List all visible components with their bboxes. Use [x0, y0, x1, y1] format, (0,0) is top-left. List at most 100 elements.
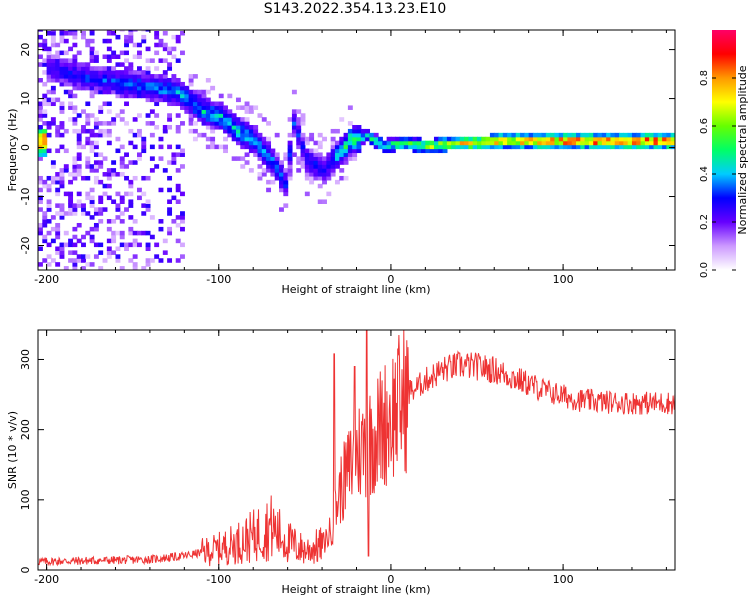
spectrogram-cell	[322, 199, 327, 204]
spectrogram-cell	[145, 66, 151, 71]
spectrogram-cell	[102, 132, 108, 138]
spectrogram-cell	[145, 70, 151, 75]
spectrogram-cell	[563, 144, 568, 150]
spectrogram-cell	[201, 117, 207, 122]
spectrogram-cell	[89, 168, 95, 173]
spectrogram-cell	[136, 74, 142, 79]
spectrogram-cell	[300, 164, 306, 169]
spectrogram-cell	[550, 144, 556, 150]
spectrogram-cell	[98, 70, 104, 75]
spectrogram-cell	[119, 70, 125, 75]
spectrogram-cell	[408, 140, 414, 146]
spectrogram-cell	[274, 168, 280, 173]
spectrogram-cell	[218, 109, 224, 114]
spectrogram-cell	[81, 211, 86, 216]
spectrogram-cell	[240, 117, 246, 122]
spectrogram-cell	[248, 132, 254, 138]
spectrogram-cell	[115, 70, 121, 75]
spectrogram-cell	[218, 105, 224, 110]
spectrogram-cell	[111, 238, 117, 244]
spectrogram-cell	[154, 101, 160, 107]
spectrogram-cell	[154, 254, 160, 259]
spectrogram-cell	[72, 234, 78, 240]
spectrogram-cell	[50, 215, 56, 220]
spectrogram-cell	[386, 136, 392, 142]
spectrogram-cell	[59, 183, 65, 189]
spectrogram-cell	[180, 30, 185, 36]
spectrogram-cell	[63, 66, 69, 71]
spectrogram-cell	[102, 66, 108, 71]
spectrogram-cell	[171, 93, 177, 99]
snr-xtick-label: -100	[206, 573, 231, 586]
spectrogram-cell	[266, 160, 272, 165]
spectrogram-cell	[42, 58, 48, 63]
spectrogram-cell	[296, 117, 302, 122]
spectrogram-cell	[93, 117, 99, 122]
spectrogram-cell	[395, 136, 401, 142]
spectrogram-cell	[102, 70, 108, 75]
spectrogram-cell	[257, 136, 263, 142]
spectrogram-cell	[279, 187, 284, 193]
spectrogram-cell	[119, 234, 125, 240]
spectrogram-cell	[154, 34, 160, 40]
spectrogram-cell	[128, 89, 134, 95]
spectrogram-cell	[601, 136, 607, 142]
spectrogram-cell	[210, 125, 216, 130]
spectrogram-cell	[115, 54, 121, 60]
spectrogram-cell	[119, 85, 125, 91]
spectrogram-cell	[46, 50, 52, 56]
spectrogram-cell	[141, 140, 147, 146]
spectrogram-cell	[59, 175, 65, 181]
spectrogram-cell	[515, 132, 521, 138]
spectrogram-cell	[115, 74, 121, 79]
spectrogram-cell	[59, 81, 65, 87]
spectrogram-cell	[244, 140, 250, 146]
spectrogram-cell	[309, 132, 315, 138]
spectrogram-cell	[644, 132, 650, 138]
spectrogram-cell	[623, 136, 629, 142]
spectrogram-cell	[154, 74, 160, 79]
spectrogram-cell	[154, 164, 160, 169]
spectrogram-cell	[356, 148, 362, 154]
spectrogram-cell	[128, 30, 134, 36]
spectrogram-cell	[162, 78, 168, 83]
spectrogram-cell	[468, 140, 474, 146]
spectrogram-cell	[266, 156, 272, 161]
spectrogram-cell	[352, 156, 358, 161]
spectrogram-cell	[266, 140, 272, 146]
spectrogram-cell	[128, 78, 134, 83]
spectrogram-cell	[55, 262, 61, 267]
spectrogram-cell	[619, 144, 624, 150]
spectrogram-cell	[158, 42, 164, 48]
spectrogram-cell	[223, 109, 228, 114]
spectrogram-cell	[171, 74, 177, 79]
spectrogram-cell	[55, 42, 61, 48]
spectrogram-cell	[50, 121, 56, 126]
spectrogram-cell	[188, 117, 194, 122]
spectrogram-cell	[253, 105, 259, 110]
spectrogram-cell	[72, 74, 78, 79]
spectrogram-cell	[317, 183, 323, 189]
spectrogram-cell	[343, 136, 349, 142]
spectrogram-cell	[563, 136, 568, 142]
spectrogram-cell	[502, 140, 508, 146]
spectrogram-cell	[210, 144, 216, 150]
spectrogram-cell	[520, 136, 525, 142]
spectrogram-cell	[50, 30, 56, 32]
spectrogram-cell	[145, 81, 151, 87]
spectrogram-cell	[136, 156, 142, 161]
spectrogram-cell	[42, 38, 48, 44]
spectrogram-cell	[149, 234, 155, 240]
spectrogram-cell	[244, 128, 250, 134]
spectrogram-cell	[412, 148, 418, 154]
spectrogram-cell	[154, 89, 160, 95]
spectrogram-cell	[68, 117, 74, 122]
spectrogram-cell	[119, 219, 125, 224]
spectrogram-cell	[38, 207, 43, 212]
spectrogram-cell	[68, 207, 74, 212]
spectrogram-cell	[38, 62, 43, 67]
spectrogram-cell	[317, 164, 323, 169]
spectrogram-cell	[89, 215, 95, 220]
spectrogram-cell	[72, 81, 78, 87]
spectrogram-cell	[322, 164, 327, 169]
